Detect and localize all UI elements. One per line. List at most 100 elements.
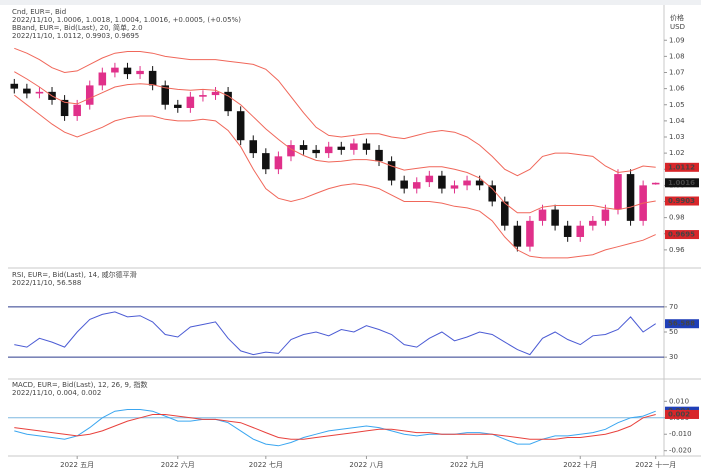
x-tick-label: 2022 十一月 (635, 460, 676, 469)
candle-body (425, 175, 434, 183)
value-box (665, 178, 699, 188)
value-box (665, 230, 699, 240)
y-tick-label: 1.05 (669, 101, 685, 109)
value-box-label: 56.588 (668, 320, 695, 328)
candle-body (513, 225, 522, 247)
candle-body (10, 83, 19, 89)
candle-body (274, 156, 283, 170)
candle-body (287, 145, 295, 157)
x-tick-label: 2022 六月 (161, 460, 195, 469)
candle-body (501, 201, 509, 226)
legend-title: Cnd, EUR=, Bid (12, 8, 66, 16)
candle-body (375, 149, 383, 162)
value-box (665, 319, 699, 329)
candle-body (123, 67, 132, 75)
value-box-label: 1.0016 (668, 179, 695, 187)
candle-body (589, 220, 597, 226)
candle-body (111, 67, 119, 73)
value-box (665, 409, 699, 419)
legend-title: MACD, EUR=, Bid(Last), 12, 26, 9, 指数 (12, 380, 147, 389)
candle-body (450, 185, 459, 189)
candle-body (526, 220, 534, 247)
band-line (13, 94, 656, 259)
candle-body (161, 85, 169, 105)
y-tick-label: -0.010 (669, 430, 692, 438)
y-tick-label: -0.020 (669, 447, 692, 455)
y-tick-label: 1.06 (669, 85, 685, 93)
candle-body (350, 143, 358, 150)
x-tick-label: 2022 八月 (349, 461, 383, 469)
x-tick-label: 2022 九月 (450, 460, 484, 469)
x-tick-label: 2022 十月 (563, 460, 597, 469)
y-tick-label: 1.08 (669, 52, 685, 60)
y-tick-label: 0.010 (669, 397, 689, 405)
candle-body (73, 104, 81, 117)
y-tick-label: 1.04 (669, 117, 685, 125)
legend-values: 2022/11/10, 1.0006, 1.0018, 1.0004, 1.00… (12, 16, 241, 24)
candle-body (174, 104, 182, 108)
candle-body (136, 70, 144, 75)
y-tick-label: 0.96 (669, 246, 685, 254)
candle-body (576, 225, 585, 237)
legend-values: 2022/11/10, 1.0112, 0.9903, 0.9695 (12, 32, 139, 40)
y-tick-label: 50 (669, 328, 678, 336)
candle-body (614, 174, 622, 210)
indicator-line (14, 409, 656, 447)
y-tick-label: 70 (669, 303, 678, 311)
value-box (665, 196, 699, 206)
candle-body (199, 95, 207, 97)
candle-body (463, 180, 471, 186)
candle-body (224, 91, 232, 112)
value-box-label: 0.9903 (668, 197, 695, 205)
x-tick-label: 2022 七月 (249, 460, 283, 469)
candle-body (362, 143, 371, 150)
candle-body (262, 153, 270, 170)
candle-body (60, 99, 69, 117)
candle-body (299, 145, 308, 150)
y-tick-label: 30 (669, 353, 678, 361)
indicator-line (14, 311, 656, 356)
candle-body (337, 146, 346, 150)
x-tick-label: 2022 五月 (60, 461, 94, 469)
y-tick-label: 0.98 (669, 214, 685, 222)
candle-body (438, 175, 446, 189)
candle-body (249, 140, 258, 154)
indicator-line (14, 414, 656, 440)
candle-body (601, 209, 610, 221)
candle-body (488, 185, 496, 202)
band-line (14, 71, 656, 214)
axis-label: 价格 (670, 13, 684, 22)
candle-body (563, 225, 572, 237)
candle-body (475, 180, 484, 186)
value-box-label: 0.9695 (668, 231, 695, 239)
candle-body (400, 180, 408, 189)
candle-body (23, 88, 31, 94)
candle-body (551, 209, 559, 226)
candle-body (211, 91, 220, 96)
candle-body (324, 146, 333, 154)
value-box-label: 1.0112 (668, 163, 695, 171)
candle-body (538, 209, 547, 221)
candle-body (626, 174, 635, 221)
legend-values: 2022/11/10, 56.588 (12, 279, 81, 287)
candle-body (312, 149, 320, 154)
y-tick-label: 1.07 (669, 69, 685, 77)
value-box (665, 162, 699, 172)
candle-body (412, 182, 421, 189)
axis-unit: USD (670, 23, 685, 31)
y-tick-label: 1.09 (669, 36, 685, 44)
y-tick-label: 1.02 (669, 149, 685, 157)
candle-body (35, 91, 44, 94)
legend-title: BBand, EUR=, Bid(Last), 20, 简单, 2.0 (12, 23, 143, 32)
candle-body (236, 111, 245, 141)
candle-body (85, 85, 94, 105)
band-line (14, 47, 656, 177)
value-box-label: 0.002 (668, 410, 690, 418)
top-strip (0, 0, 701, 5)
y-tick-label: 1.03 (669, 133, 685, 141)
legend-values: 2022/11/10, 0.004, 0.002 (12, 389, 101, 397)
candle-body (186, 96, 195, 108)
candle-body (148, 70, 157, 86)
legend-title: RSI, EUR=, Bid(Last), 14, 威尔德平滑 (12, 270, 137, 279)
